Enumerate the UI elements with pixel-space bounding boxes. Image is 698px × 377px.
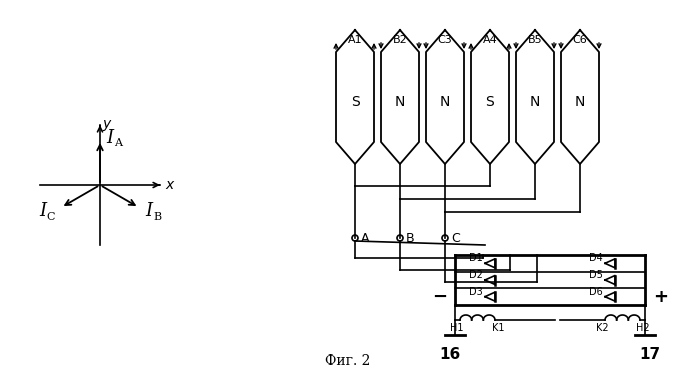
Text: D6: D6 xyxy=(589,287,603,297)
Text: B2: B2 xyxy=(392,35,408,45)
Text: C3: C3 xyxy=(438,35,452,45)
Text: C: C xyxy=(451,231,460,245)
Text: Фиг. 2: Фиг. 2 xyxy=(325,354,371,368)
Text: N: N xyxy=(440,95,450,109)
Text: C6: C6 xyxy=(572,35,588,45)
Text: B: B xyxy=(153,211,161,222)
Text: C: C xyxy=(47,211,55,222)
Text: D3: D3 xyxy=(469,287,483,297)
Text: D1: D1 xyxy=(469,253,483,263)
Text: I: I xyxy=(40,202,47,221)
Text: B5: B5 xyxy=(528,35,542,45)
Text: x: x xyxy=(165,178,173,192)
Text: I: I xyxy=(145,202,153,221)
Text: D2: D2 xyxy=(469,270,483,280)
Text: K2: K2 xyxy=(595,323,609,333)
Text: S: S xyxy=(350,95,359,109)
Text: +: + xyxy=(653,288,668,305)
Text: y: y xyxy=(102,117,110,131)
Text: −: − xyxy=(432,288,447,305)
Text: 17: 17 xyxy=(639,347,660,362)
Text: I: I xyxy=(106,129,114,147)
Text: N: N xyxy=(530,95,540,109)
Text: K1: K1 xyxy=(492,323,504,333)
Text: 16: 16 xyxy=(439,347,461,362)
Text: A1: A1 xyxy=(348,35,362,45)
Text: H2: H2 xyxy=(636,323,650,333)
Text: A: A xyxy=(361,231,369,245)
Text: D4: D4 xyxy=(589,253,603,263)
Text: D5: D5 xyxy=(589,270,603,280)
Text: N: N xyxy=(575,95,585,109)
Text: A: A xyxy=(114,138,122,148)
Text: B: B xyxy=(406,231,415,245)
Text: S: S xyxy=(486,95,494,109)
Text: N: N xyxy=(395,95,405,109)
Text: H1: H1 xyxy=(450,323,463,333)
Text: A4: A4 xyxy=(482,35,498,45)
